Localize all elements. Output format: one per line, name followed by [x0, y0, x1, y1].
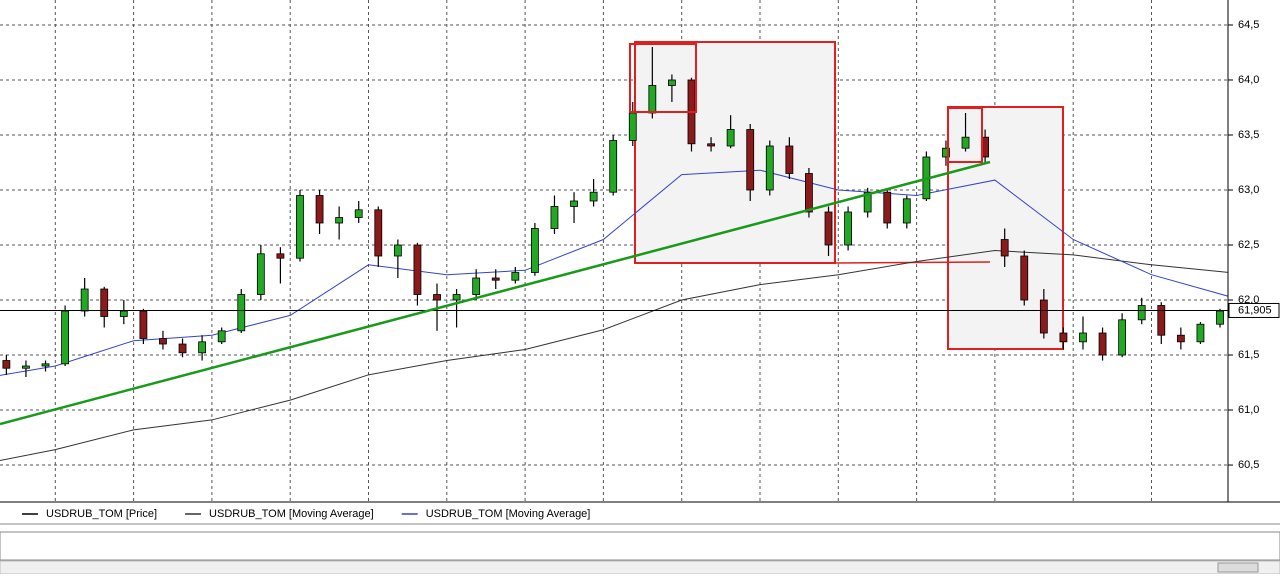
legend-label: USDRUB_TOM [Moving Average]	[426, 508, 591, 520]
moving-average-line	[0, 250, 1228, 462]
x-axis-panel	[0, 531, 1280, 561]
candle-body	[726, 129, 735, 147]
annotation-box	[629, 43, 697, 113]
y-tick-label: 60,5	[1238, 459, 1259, 471]
candle-body	[452, 294, 461, 301]
last-price-box	[1228, 302, 1280, 318]
candle-body	[413, 244, 422, 295]
annotation-box	[634, 41, 836, 264]
candle-body	[1118, 319, 1127, 356]
y-tick-label: 62,5	[1238, 239, 1259, 251]
candle-body	[237, 294, 246, 332]
candle-body	[824, 211, 833, 246]
y-tick-label: 63,5	[1238, 129, 1259, 141]
candle-body	[1196, 323, 1205, 343]
candle-body	[883, 191, 892, 224]
candle-body	[863, 191, 872, 213]
candle-body	[902, 198, 911, 224]
candle-body	[374, 209, 383, 257]
candle-body	[491, 277, 500, 281]
candle-body	[589, 191, 598, 202]
candle-body	[61, 310, 69, 365]
candle-body	[100, 288, 109, 317]
candle-body	[648, 85, 657, 114]
candle-body	[1059, 332, 1068, 343]
candle-body	[1039, 299, 1048, 334]
annotations	[0, 43, 991, 426]
candle-body	[256, 253, 265, 295]
candle-body	[139, 310, 148, 339]
legend-label: USDRUB_TOM [Price]	[46, 508, 157, 520]
candle-body	[119, 310, 128, 317]
candle-body	[805, 173, 813, 213]
candle-body	[2, 360, 11, 369]
candle-body	[511, 272, 520, 281]
candle-body	[315, 195, 324, 224]
candle-body	[530, 228, 539, 273]
candle-body	[393, 244, 402, 257]
candle-body	[335, 217, 344, 224]
y-tick-label: 62,0	[1238, 294, 1259, 306]
candle-body	[80, 288, 89, 312]
candle-body	[1098, 332, 1107, 356]
candle-body	[217, 330, 226, 343]
candle-body	[198, 341, 207, 354]
candle-body	[785, 145, 794, 174]
scrollbar[interactable]	[0, 560, 1280, 575]
candle-body	[22, 365, 30, 369]
candle-body	[276, 253, 285, 259]
y-tick-label: 64,5	[1238, 19, 1259, 31]
trend-line	[0, 160, 991, 426]
candle-body	[433, 294, 441, 301]
y-tick-label: 61,5	[1238, 349, 1259, 361]
candle-body	[178, 343, 187, 354]
scrollbar-thumb[interactable]	[1217, 562, 1259, 573]
candle-body	[707, 143, 715, 147]
candle-body	[1216, 310, 1224, 325]
candle-body	[628, 112, 637, 141]
candle-body	[668, 79, 676, 86]
candle-body	[354, 209, 363, 218]
candle-body	[550, 206, 559, 229]
candle-body	[1137, 305, 1146, 321]
moving-average-line	[0, 169, 1228, 376]
candle-body	[942, 147, 950, 158]
y-tick-label: 63,0	[1238, 184, 1259, 196]
candle-body	[1020, 255, 1029, 301]
candle-body	[1000, 239, 1009, 257]
candle-body	[609, 140, 618, 193]
candle-body	[844, 211, 852, 246]
candle-body	[159, 338, 167, 345]
candle-body	[746, 129, 755, 191]
candle-body	[570, 200, 578, 207]
legend-label: USDRUB_TOM [Moving Average]	[209, 508, 374, 520]
candle-body	[1079, 332, 1087, 343]
y-tick-label: 61,0	[1238, 404, 1259, 416]
candle-body	[1176, 334, 1185, 343]
y-tick-label: 64,0	[1238, 74, 1259, 86]
legend: USDRUB_TOM [Price] USDRUB_TOM [Moving Ave…	[22, 508, 590, 520]
candle-body	[41, 363, 50, 367]
grid	[0, 0, 1228, 502]
candle-body	[472, 277, 481, 295]
annotation-box	[947, 107, 983, 163]
last-price-label: 61,905	[1238, 304, 1272, 316]
candle-body	[765, 145, 774, 191]
candle-body	[296, 195, 304, 259]
candle-body	[1157, 305, 1166, 336]
candle-body	[961, 136, 970, 149]
